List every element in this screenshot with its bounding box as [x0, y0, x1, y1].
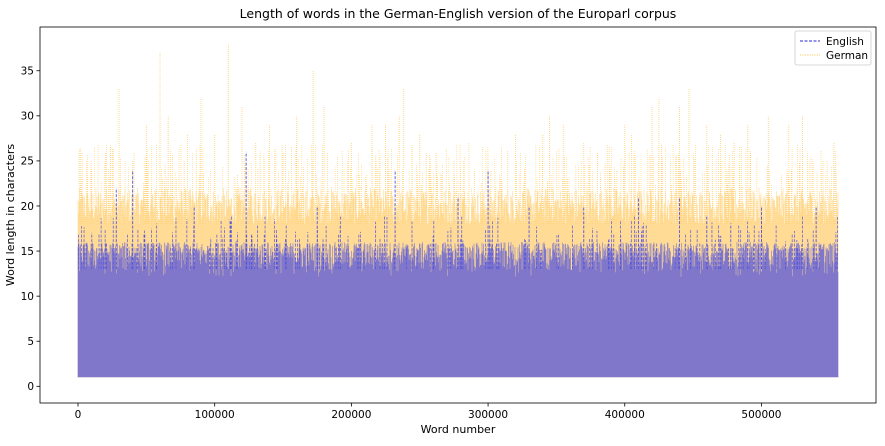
legend-label-german: German: [826, 50, 868, 62]
x-tick-label: 100000: [195, 409, 235, 421]
plot-area: [77, 43, 839, 378]
y-tick-label: 10: [21, 291, 34, 303]
x-axis-label: Word number: [421, 423, 496, 436]
x-tick-label: 0: [75, 409, 82, 421]
y-axis-label: Word length in characters: [4, 144, 17, 287]
y-tick-label: 25: [21, 156, 34, 168]
series-english-band: [77, 242, 839, 378]
x-tick-label: 500000: [741, 409, 781, 421]
y-tick-label: 0: [27, 381, 34, 393]
y-tick-label: 35: [21, 66, 34, 78]
legend-box: [794, 30, 872, 66]
chart-title: Length of words in the German-English ve…: [240, 6, 677, 21]
axis-ticks: 0 100000 200000 300000 400000 500000 0 5 10 15 20 2…: [21, 66, 782, 421]
series-english-spikes: [78, 215, 838, 270]
legend: English German: [794, 30, 872, 66]
x-tick-label: 400000: [605, 409, 645, 421]
y-tick-label: 5: [27, 336, 34, 348]
series-english: [77, 151, 839, 378]
y-tick-label: 15: [21, 246, 34, 258]
axes-frame: [39, 26, 877, 404]
y-tick-label: 30: [21, 111, 34, 123]
legend-label-english: English: [826, 36, 864, 48]
y-tick-label: 20: [21, 201, 34, 213]
x-tick-label: 300000: [468, 409, 508, 421]
x-tick-label: 200000: [331, 409, 371, 421]
